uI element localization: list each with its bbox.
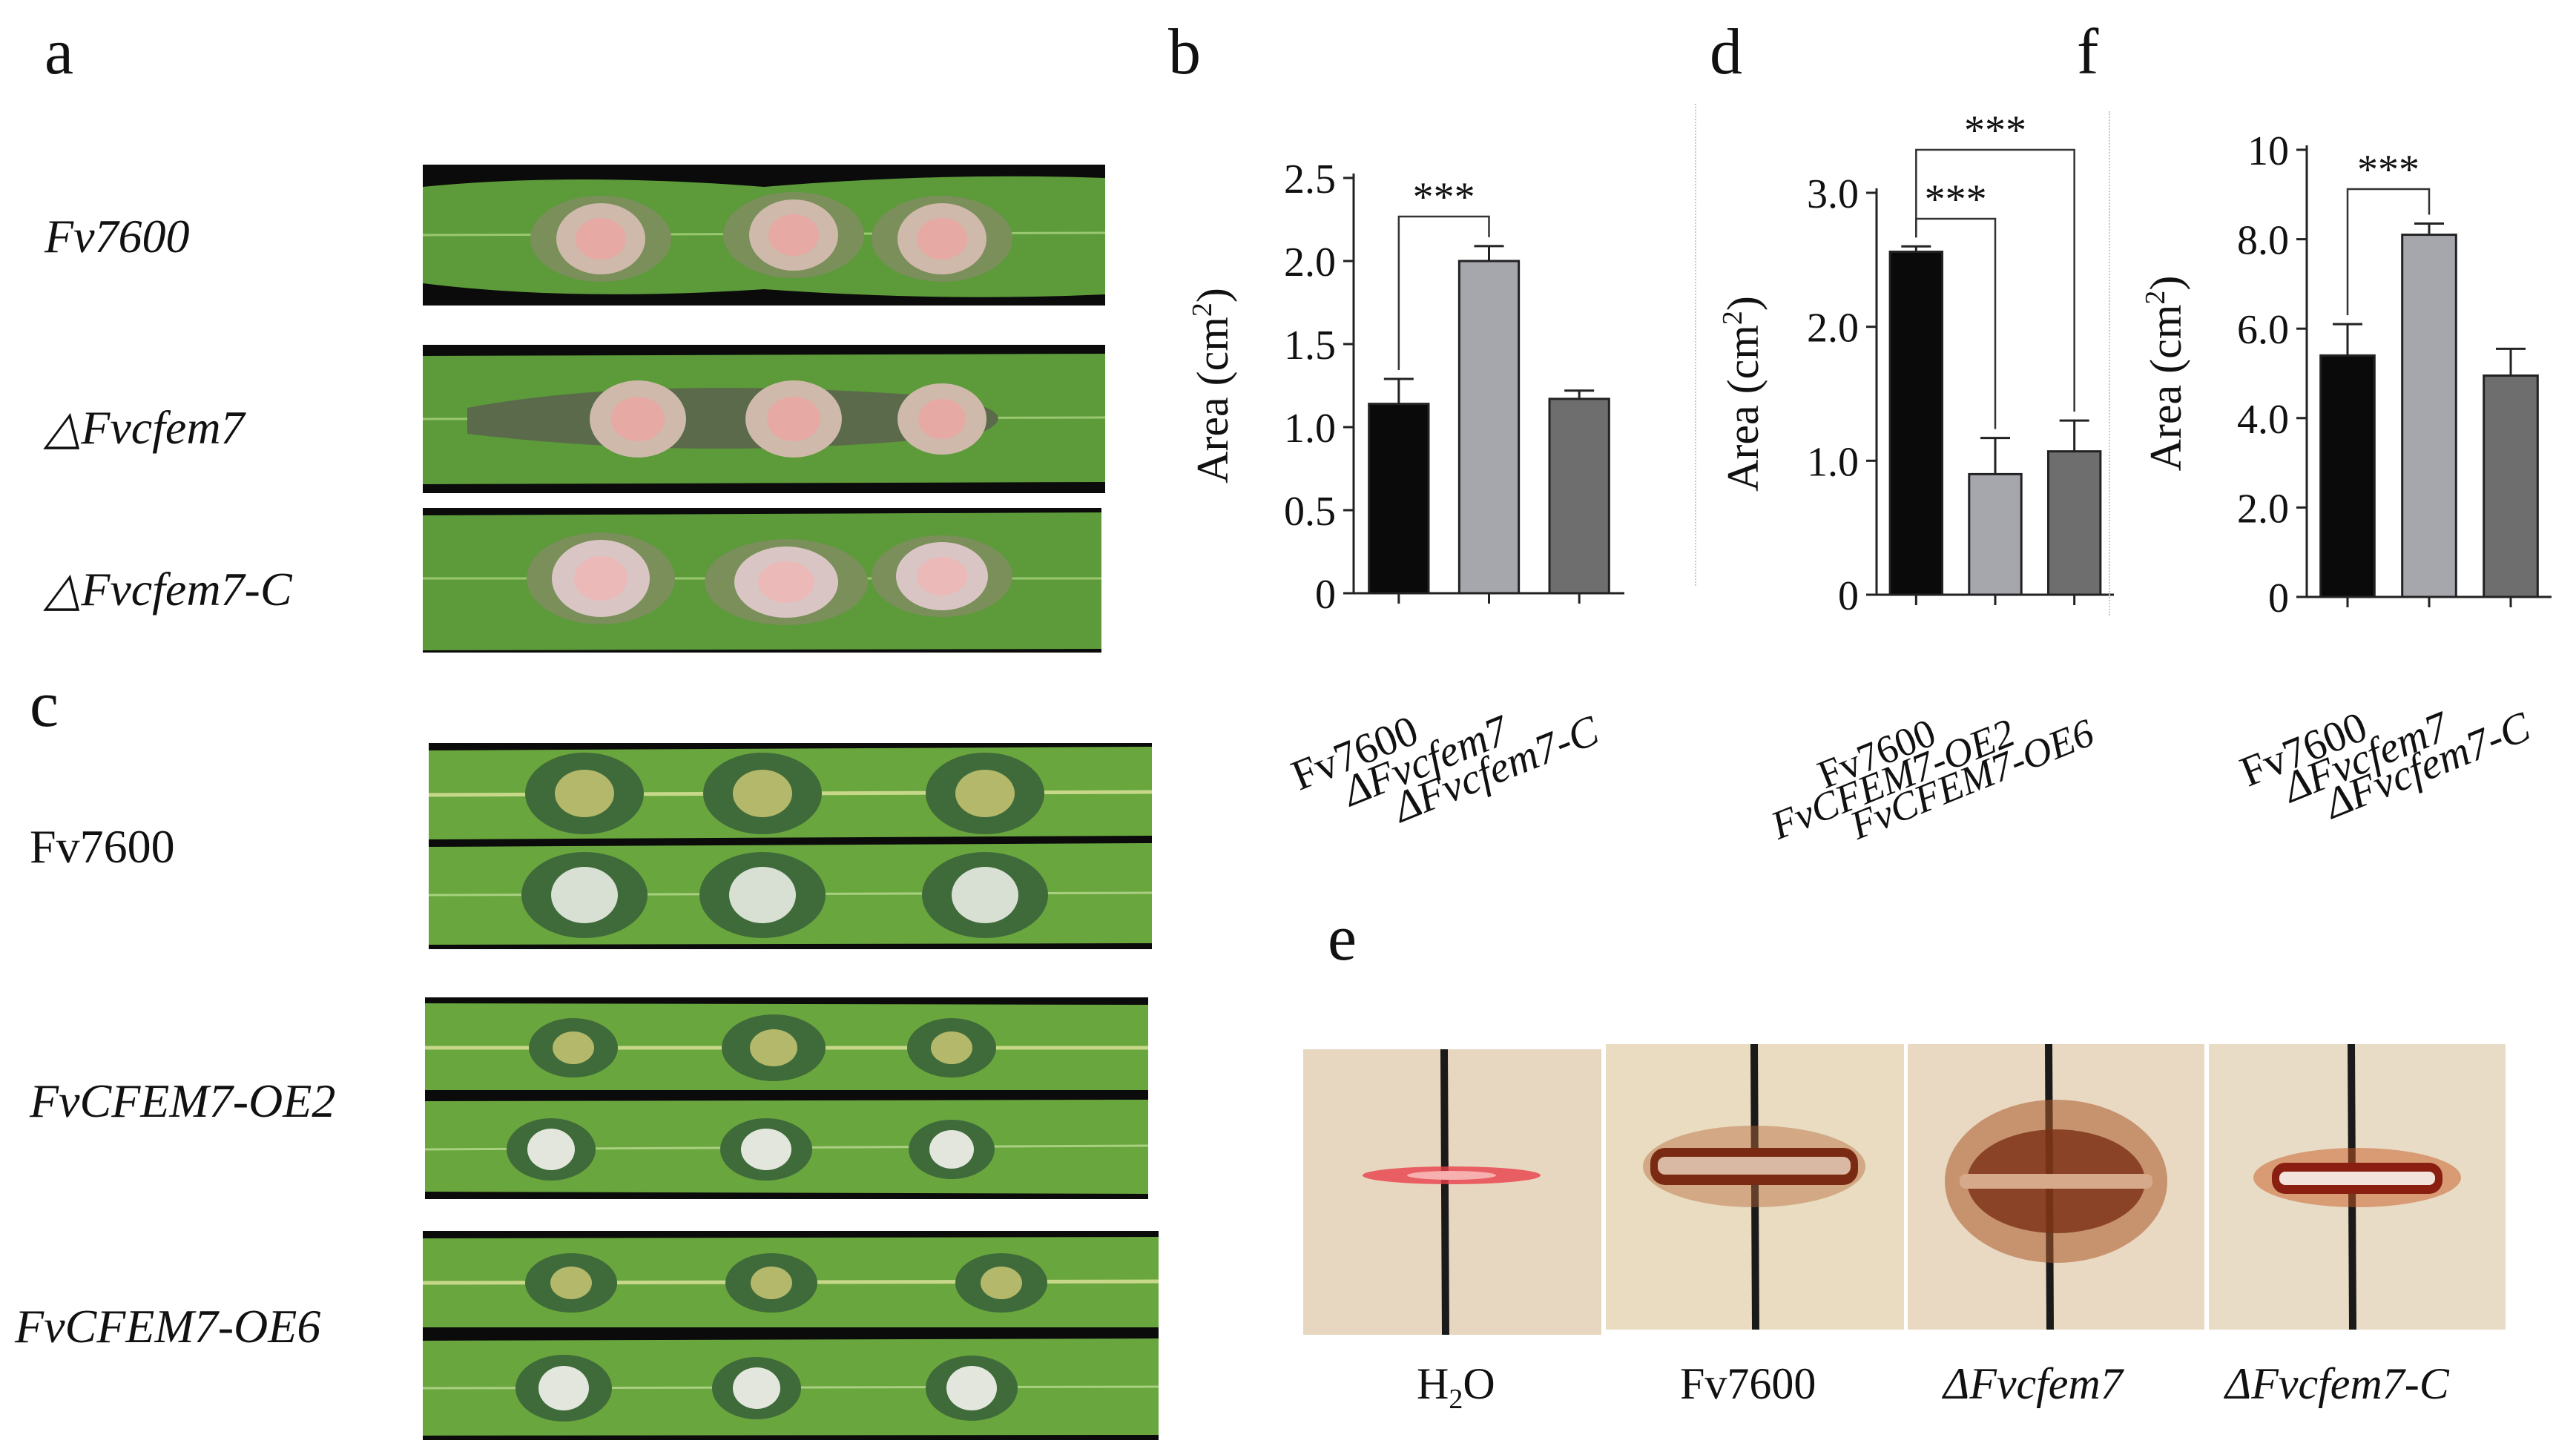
leaf-photo-fv7600 [423, 165, 1105, 306]
chart-b-significance-label: *** [1413, 174, 1475, 220]
chart-d-ytick-label: 1.0 [1807, 439, 1859, 485]
caption-fv7600-e: Fv7600 [1680, 1359, 1816, 1408]
leaf-photo-fvcfem7-oe6 [423, 1231, 1159, 1440]
separator-b-d [1695, 104, 1696, 586]
chart-d-bar [2046, 450, 2102, 596]
leaf-photo-fv7600-c [429, 743, 1152, 949]
chart-b-ytick-label: 1.0 [1284, 406, 1336, 452]
chart-f-ylabel: Area (cm2) [2140, 276, 2190, 472]
caption-h2o: H2O [1417, 1359, 1495, 1415]
chart-f-ytick-label: 8.0 [2237, 218, 2289, 264]
stalk-photo-fv7600 [1606, 1044, 1904, 1330]
bar-chart-b: Area (cm2)00.51.01.52.02.5Fv7600ΔFvcfem7… [1187, 156, 1624, 832]
caption-fvcfem7-c-e: ΔFvcfem7-C [2225, 1359, 2449, 1408]
chart-b-bar [1457, 260, 1521, 595]
chart-f-bar [2401, 234, 2457, 598]
chart-f-significance-bracket [2346, 188, 2431, 316]
chart-f-significance-label: *** [2357, 147, 2419, 193]
stalk-photo-fvcfem7 [1908, 1044, 2204, 1330]
row-label-fvcfem7-a: △Fvcfem7 [45, 401, 245, 454]
chart-f-bar [2319, 354, 2376, 598]
chart-d-bar [1888, 250, 1944, 596]
chart-b-ytick-label: 2.5 [1284, 156, 1336, 202]
chart-f-bar [2483, 374, 2539, 598]
chart-f-ytick-label: 6.0 [2237, 307, 2289, 353]
leaf-photo-fvcfem7-oe2 [425, 997, 1148, 1199]
chart-d-ytick-label: 2.0 [1807, 306, 1859, 351]
chart-b-bar [1368, 403, 1430, 595]
chart-f-ytick-label: 4.0 [2237, 397, 2289, 443]
chart-d-ylabel: Area (cm2) [1717, 296, 1768, 492]
caption-fvcfem7-e: ΔFvcfem7 [1943, 1359, 2123, 1408]
chart-f-ytick-label: 0 [2268, 575, 2289, 621]
chart-f-ytick-label: 10 [2247, 128, 2289, 174]
panel-letter-a: a [45, 16, 74, 88]
chart-b-significance-bracket [1397, 215, 1490, 371]
row-label-fv7600-c: Fv7600 [30, 820, 175, 873]
chart-d-ytick-label: 0 [1838, 573, 1859, 619]
panel-letter-c: c [30, 669, 59, 741]
row-label-fv7600-a: Fv7600 [45, 210, 190, 263]
chart-d-bar [1968, 472, 2023, 596]
row-label-fvcfem7-oe2: FvCFEM7-OE2 [30, 1074, 336, 1127]
chart-d-significance-bracket [1915, 148, 2075, 412]
stalk-photo-h2o [1303, 1049, 1601, 1335]
leaf-photo-fvcfem7 [423, 345, 1105, 493]
row-label-fvcfem7-oe6: FvCFEM7-OE6 [15, 1300, 321, 1353]
chart-d-ytick-label: 3.0 [1807, 171, 1859, 217]
chart-b-ytick-label: 2.0 [1284, 240, 1336, 285]
bar-chart-f: Area (cm2)02.04.06.08.010Fv7600ΔFvcfem7Δ… [2140, 128, 2552, 828]
chart-d-significance-label: *** [1925, 176, 1987, 222]
chart-b-ytick-label: 0.5 [1284, 489, 1336, 535]
row-label-fvcfem7-c-a: △Fvcfem7-C [45, 563, 292, 615]
chart-f-ytick-label: 2.0 [2237, 486, 2289, 532]
panel-letter-d: d [1710, 16, 1742, 88]
chart-b-bar [1548, 397, 1610, 595]
chart-d-significance-label: *** [1964, 108, 2026, 153]
bar-chart-d: Area (cm2)01.02.03.0Fv7600FvCFEM7-OE2FvC… [1717, 108, 2114, 848]
chart-b-ylabel: Area (cm2) [1187, 288, 1237, 483]
stalk-photo-fvcfem7-c [2209, 1044, 2506, 1330]
panel-letter-e: e [1328, 902, 1357, 974]
separator-d-f [2109, 111, 2110, 615]
panel-letter-f: f [2077, 16, 2099, 88]
chart-b-ytick-label: 1.5 [1284, 323, 1336, 369]
chart-b-ytick-label: 0 [1315, 572, 1336, 618]
leaf-photo-fvcfem7-c [423, 508, 1101, 653]
panel-letter-b: b [1168, 16, 1201, 88]
